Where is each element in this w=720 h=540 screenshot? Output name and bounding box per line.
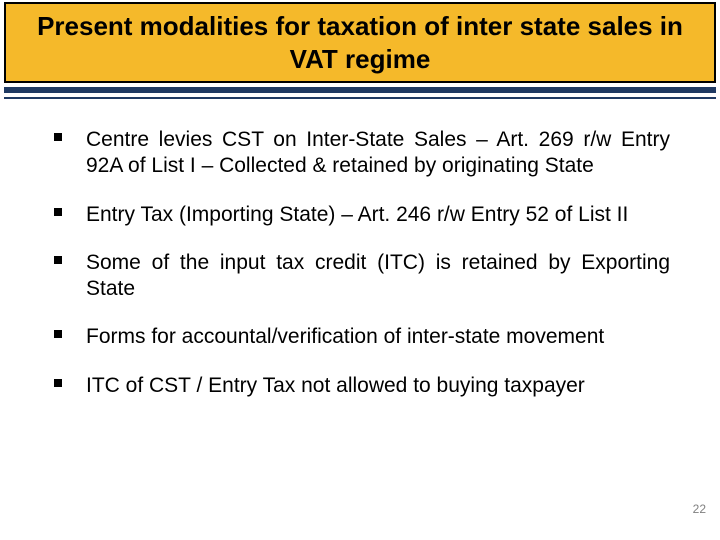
list-item: Forms for accountal/verification of inte…	[50, 324, 670, 350]
list-item: Centre levies CST on Inter-State Sales –…	[50, 127, 670, 180]
divider-thick	[4, 87, 716, 93]
list-item: ITC of CST / Entry Tax not allowed to bu…	[50, 373, 670, 399]
list-item: Entry Tax (Importing State) – Art. 246 r…	[50, 202, 670, 228]
slide-title-box: Present modalities for taxation of inter…	[4, 2, 716, 83]
page-number: 22	[693, 502, 706, 516]
list-item: Some of the input tax credit (ITC) is re…	[50, 250, 670, 303]
slide-title: Present modalities for taxation of inter…	[16, 10, 704, 75]
slide-content: Centre levies CST on Inter-State Sales –…	[0, 99, 720, 399]
bullet-list: Centre levies CST on Inter-State Sales –…	[50, 127, 670, 399]
